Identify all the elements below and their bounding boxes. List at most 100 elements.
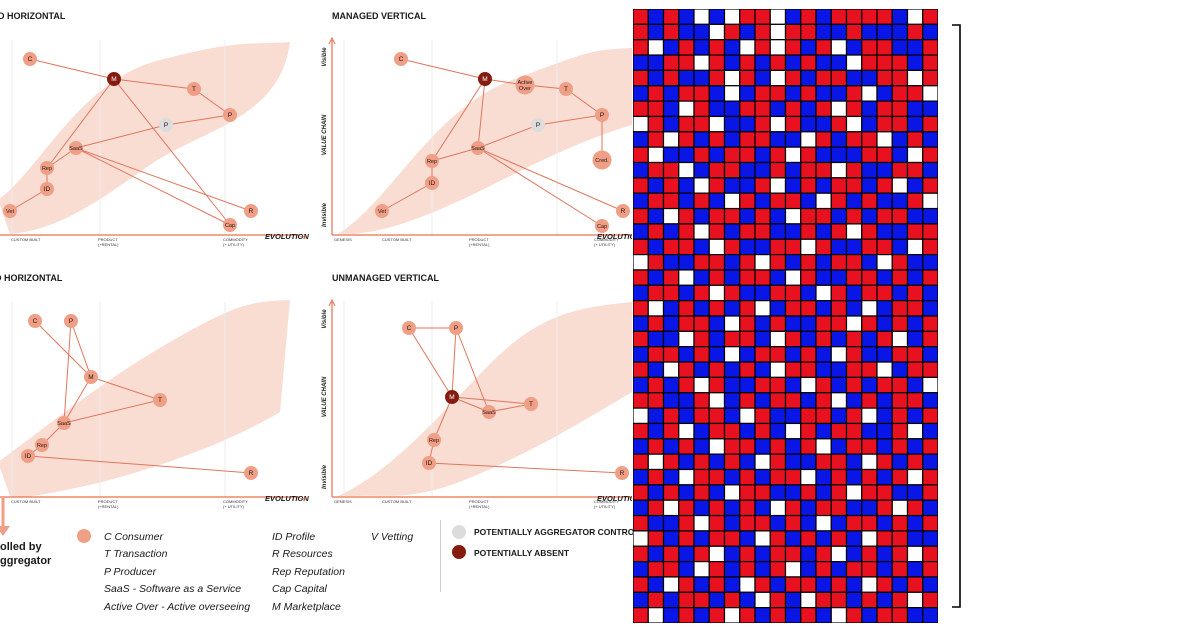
grid-cell <box>891 530 909 547</box>
grid-cell <box>662 576 680 593</box>
grid-cell <box>845 407 863 425</box>
grid-cell <box>662 484 680 501</box>
grid-cell <box>830 177 848 194</box>
grid-cell <box>876 545 893 563</box>
grid-cell <box>708 9 726 25</box>
grid-cell <box>662 284 680 302</box>
grid-cell <box>815 131 832 148</box>
edge-SaaS-Cap <box>75 147 231 226</box>
grid-cell <box>754 238 771 256</box>
grid-cell <box>845 514 863 532</box>
grid-cell <box>830 607 848 623</box>
grid-cell <box>708 69 726 87</box>
grid-cell <box>633 607 649 623</box>
tick-commodity: COMMODITY <box>594 237 619 242</box>
grid-cell <box>861 530 878 547</box>
grid-cell <box>845 85 863 102</box>
grid-cell <box>861 238 878 256</box>
grid-cell <box>876 254 893 271</box>
grid-cell <box>800 484 817 501</box>
edge-ID-Vet <box>9 188 48 212</box>
grid-cell <box>876 131 893 148</box>
grid-cell <box>647 514 665 532</box>
node-label-p: P <box>454 325 458 332</box>
evolution-band <box>338 48 632 234</box>
grid-cell <box>754 607 771 623</box>
grid-cell <box>633 545 649 563</box>
grid-cell <box>693 223 710 240</box>
grid-cell <box>876 560 893 578</box>
grid-cell <box>922 591 938 609</box>
grid-cell <box>633 192 649 210</box>
grid-cell <box>861 514 878 532</box>
grid-cell <box>662 115 680 133</box>
grid-cell <box>693 407 710 425</box>
grid-cell <box>708 407 726 425</box>
node-label-cap: Cap <box>597 224 607 230</box>
grid-cell <box>815 545 832 563</box>
tick-genesis: GENESIS <box>334 237 352 242</box>
node-m <box>107 72 121 86</box>
grid-cell <box>739 9 756 25</box>
node-label-id: ID <box>429 180 436 187</box>
grid-cell <box>723 376 741 394</box>
grid-cell <box>678 100 695 118</box>
grid-cell <box>906 161 924 179</box>
grid-cell <box>876 177 893 194</box>
grid-cell <box>647 300 665 317</box>
grid-cell <box>708 100 726 118</box>
grid-cell <box>693 560 710 578</box>
x-axis-arrow: → <box>631 233 632 243</box>
grid-cell <box>845 376 863 394</box>
grid-cell <box>830 284 848 302</box>
grid-cell <box>784 407 802 425</box>
grid-cell <box>678 192 695 210</box>
grid-cell <box>830 131 848 148</box>
grid-cell <box>784 560 802 578</box>
grid-cell <box>708 85 726 102</box>
grid-cell <box>906 514 924 532</box>
grid-cell <box>845 23 863 41</box>
grid-cell <box>633 392 649 409</box>
grid-cell <box>723 530 741 547</box>
grid-cell <box>891 223 909 240</box>
grid-cell <box>784 576 802 593</box>
grid-cell <box>708 346 726 363</box>
grid-cell <box>922 238 938 256</box>
grid-cell <box>784 392 802 409</box>
grid-cell <box>800 499 817 517</box>
tick-commodity-sub: (+ UTILITY) <box>223 504 245 509</box>
grid-cell <box>784 346 802 363</box>
grid-cell <box>906 453 924 471</box>
grid-cell <box>906 392 924 409</box>
grid-cell <box>633 361 649 378</box>
grid-cell <box>754 161 771 179</box>
grid-cell <box>708 315 726 332</box>
grid-cell <box>800 69 817 87</box>
legend-active-over: Active Over - Active overseeing <box>104 600 251 613</box>
grid-cell <box>830 223 848 240</box>
grid-cell <box>754 499 771 517</box>
grid-cell <box>769 484 787 501</box>
node-label-saas: SaaS <box>471 146 485 152</box>
grid-cell <box>647 284 665 302</box>
edge-ID-R <box>27 455 252 474</box>
grid-cell <box>633 560 649 578</box>
grid-cell <box>876 453 893 471</box>
grid-cell <box>830 315 848 332</box>
grid-cell <box>633 376 649 394</box>
grid-cell <box>769 115 787 133</box>
grid-cell <box>693 131 710 148</box>
grid-cell <box>723 192 741 210</box>
grid-cell <box>739 100 756 118</box>
node-c <box>28 314 42 328</box>
grid-cell <box>861 85 878 102</box>
grid-cell <box>784 207 802 225</box>
grid-cell <box>876 576 893 593</box>
node-label-r: R <box>621 208 626 215</box>
grid-cell <box>754 23 771 41</box>
grid-cell <box>633 591 649 609</box>
grid-cell <box>769 85 787 102</box>
grid-cell <box>647 315 665 332</box>
grid-cell <box>876 438 893 455</box>
